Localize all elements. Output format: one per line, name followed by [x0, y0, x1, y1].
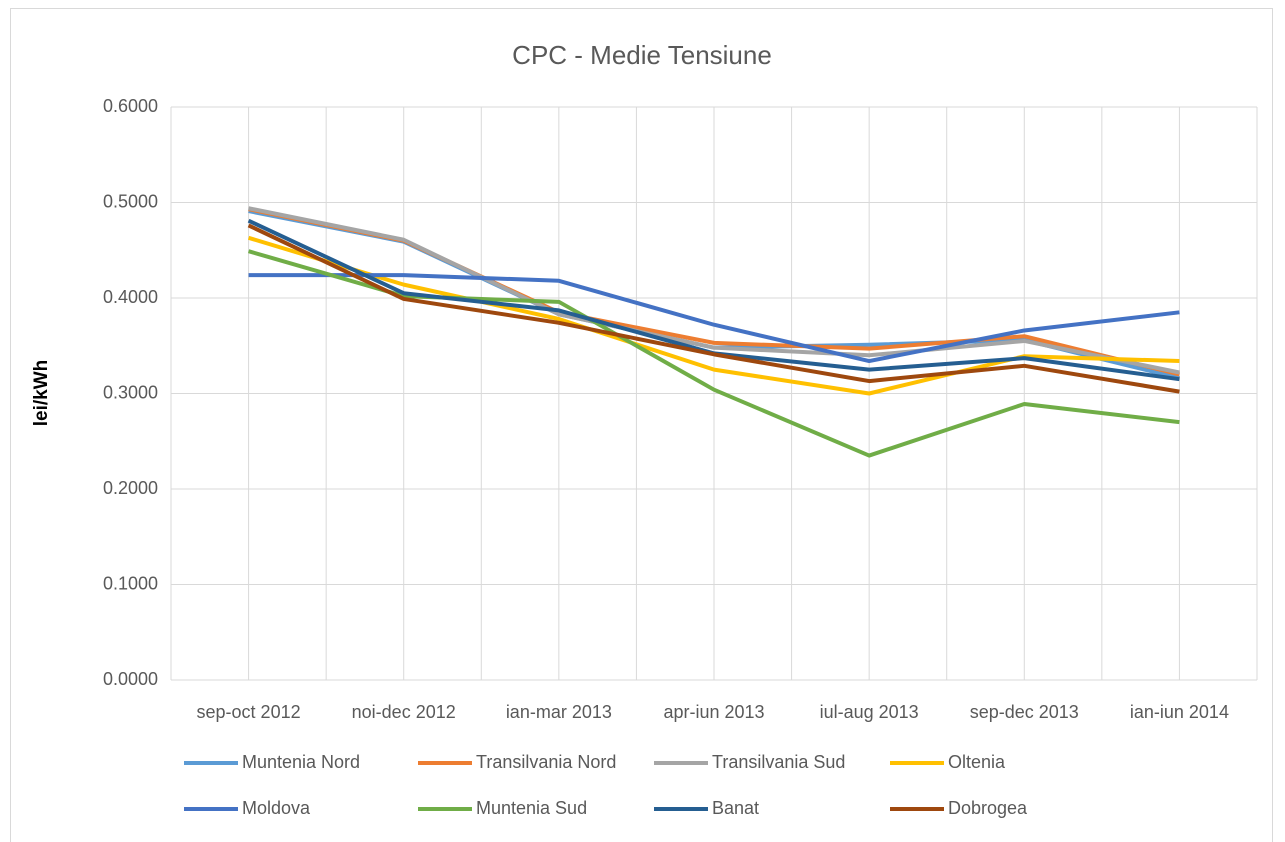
x-tick-label: ian-mar 2013: [506, 702, 612, 722]
legend-label: Transilvania Sud: [712, 752, 845, 772]
series-line: [248, 273, 1180, 364]
x-tick-label: ian-iun 2014: [1130, 702, 1229, 722]
x-tick-label: iul-aug 2013: [820, 702, 919, 722]
y-tick-label: 0.3000: [103, 382, 158, 402]
y-tick-label: 0.0000: [103, 669, 158, 689]
y-tick-label: 0.5000: [103, 191, 158, 211]
y-tick-label: 0.1000: [103, 573, 158, 593]
series-line: [248, 249, 1180, 458]
chart-frame: [10, 8, 1273, 842]
x-tick-label: sep-dec 2013: [970, 702, 1079, 722]
x-tick-label: noi-dec 2012: [352, 702, 456, 722]
legend-label: Transilvania Nord: [476, 752, 616, 772]
y-tick-label: 0.2000: [103, 478, 158, 498]
legend-label: Oltenia: [948, 752, 1006, 772]
x-tick-label: apr-iun 2013: [663, 702, 764, 722]
legend-label: Moldova: [242, 798, 311, 818]
y-tick-label: 0.6000: [103, 96, 158, 116]
chart-title: CPC - Medie Tensiune: [512, 40, 772, 70]
legend-label: Muntenia Sud: [476, 798, 587, 818]
y-tick-label: 0.4000: [103, 287, 158, 307]
legend-label: Dobrogea: [948, 798, 1028, 818]
legend-label: Muntenia Nord: [242, 752, 360, 772]
y-axis-label: lei/kWh: [31, 360, 52, 427]
x-tick-label: sep-oct 2012: [197, 702, 301, 722]
series-line: [248, 206, 1180, 375]
series-line: [247, 223, 1180, 394]
legend-label: Banat: [712, 798, 759, 818]
